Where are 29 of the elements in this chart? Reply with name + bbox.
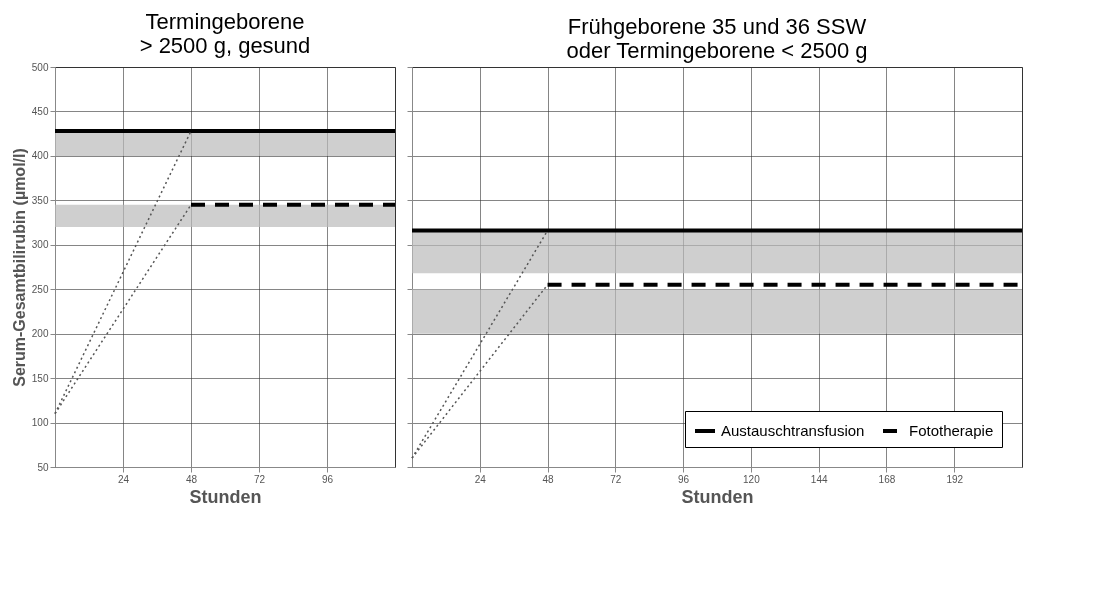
x-tick-label: 120 [743,473,761,485]
y-tick-label: 300 [31,239,49,251]
x-tick-label: 24 [117,473,130,485]
x-tick-label: 144 [810,473,828,485]
x-tick-label: 48 [185,473,198,485]
y-tick-label: 150 [31,372,49,384]
x-tick-label: 168 [878,473,896,485]
y-tick-label: 250 [31,283,49,295]
x-tick-label: 192 [946,473,964,485]
legend-label: Fototherapie [909,422,994,439]
y-tick-label: 500 [31,61,49,73]
x-tick-label: 72 [253,473,266,485]
chart-title: Frühgeborene 35 und 36 SSW oder Termingeborene < 2500 g [566,13,868,63]
y-tick-label: 200 [31,328,49,340]
chart-title: Termingeborene > 2500 g, gesund [139,9,311,58]
x-tick-label: 96 [321,473,334,485]
y-axis-title: Serum-Gesamtbilirubin (µmol/l) [10,148,28,387]
x-axis-title: Stunden [681,486,754,507]
x-axis-title: Stunden [189,486,262,507]
y-tick-label: 450 [31,105,49,117]
x-tick-label: 72 [610,473,622,485]
y-tick-label: 50 [37,461,49,473]
legend-label: Austauschtransfusion [721,422,865,439]
y-tick-label: 400 [31,150,49,162]
y-tick-label: 350 [31,194,49,206]
x-tick-label: 96 [678,473,690,485]
y-tick-label: 100 [31,417,49,429]
x-tick-label: 24 [474,473,487,485]
x-tick-label: 48 [542,473,555,485]
